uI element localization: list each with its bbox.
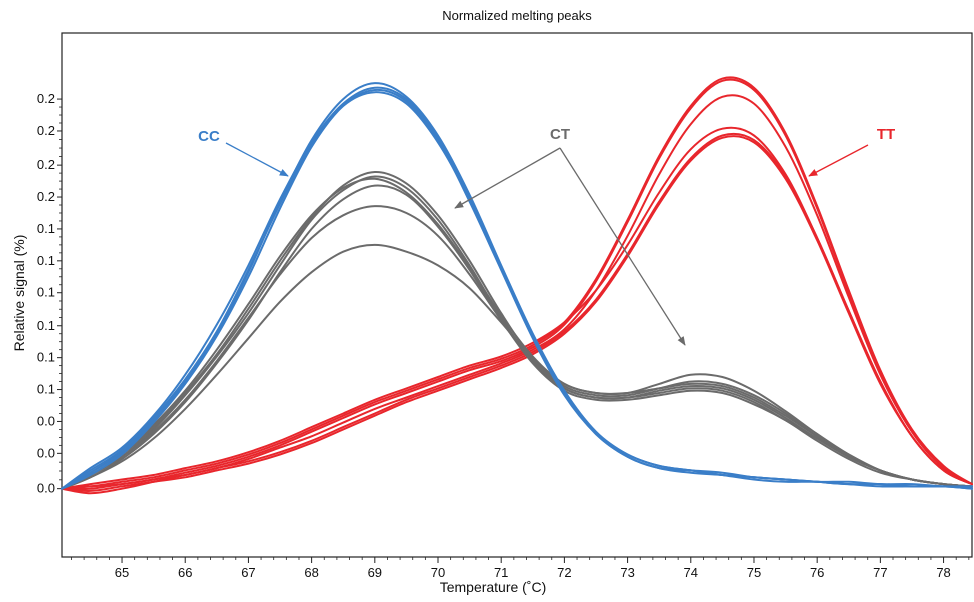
x-tick-label: 78 bbox=[936, 565, 950, 580]
series-layer bbox=[61, 76, 973, 495]
x-tick-label: 66 bbox=[178, 565, 192, 580]
x-tick-label: 73 bbox=[620, 565, 634, 580]
annotation-layer: CC CT TT bbox=[198, 126, 895, 346]
x-axis: 65 66 67 68 69 70 71 72 73 74 75 76 77 78 bbox=[71, 557, 970, 580]
x-tick-label: 76 bbox=[810, 565, 824, 580]
y-tick-label: 0.2 bbox=[37, 123, 55, 138]
y-axis: 0.0 0.0 0.0 0.1 0.1 0.1 0.1 0.1 0.1 0.2 0.2 0.2 0.2 bbox=[37, 91, 62, 496]
y-tick-label: 0.1 bbox=[37, 253, 55, 268]
y-tick-label: 0.1 bbox=[37, 350, 55, 365]
y-tick-label: 0.0 bbox=[37, 413, 55, 428]
tt-group-label: TT bbox=[877, 126, 895, 143]
series-line-cc-4 bbox=[61, 91, 973, 490]
x-tick-label: 68 bbox=[304, 565, 318, 580]
x-tick-label: 75 bbox=[747, 565, 761, 580]
tt-arrow bbox=[808, 144, 869, 177]
x-tick-label: 77 bbox=[873, 565, 887, 580]
series-line-tt-3 bbox=[61, 94, 973, 495]
x-tick-label: 72 bbox=[557, 565, 571, 580]
series-line-tt-5 bbox=[61, 135, 973, 492]
y-axis-title: Relative signal (%) bbox=[11, 235, 27, 352]
y-tick-label: 0.2 bbox=[37, 91, 55, 106]
x-axis-title: Temperature (˚C) bbox=[440, 579, 547, 595]
series-line-tt-2 bbox=[61, 78, 973, 491]
y-tick-label: 0.1 bbox=[37, 285, 55, 300]
x-tick-label: 65 bbox=[115, 565, 129, 580]
x-tick-label: 70 bbox=[431, 565, 445, 580]
x-tick-label: 69 bbox=[368, 565, 382, 580]
series-line-tt-4 bbox=[61, 132, 973, 490]
x-tick-label: 67 bbox=[241, 565, 255, 580]
chart-title: Normalized melting peaks bbox=[442, 8, 592, 23]
y-tick-label: 0.2 bbox=[37, 189, 55, 204]
y-tick-label: 0.1 bbox=[37, 318, 55, 333]
x-tick-label: 74 bbox=[684, 565, 698, 580]
cc-arrow bbox=[225, 142, 289, 177]
ct-arrow-right bbox=[559, 147, 686, 346]
series-line-cc-3 bbox=[61, 88, 973, 490]
ct-arrow-left bbox=[454, 147, 561, 209]
series-line-cc-2 bbox=[61, 86, 973, 490]
series-line-ct-6 bbox=[61, 170, 973, 490]
y-tick-label: 0.0 bbox=[37, 445, 55, 460]
ct-group-label: CT bbox=[550, 126, 570, 143]
y-tick-label: 0.1 bbox=[37, 221, 55, 236]
cc-group-label: CC bbox=[198, 128, 220, 145]
series-line-ct-1 bbox=[61, 175, 973, 490]
y-tick-label: 0.0 bbox=[37, 481, 55, 496]
y-tick-label: 0.2 bbox=[37, 157, 55, 172]
plot-area-frame bbox=[61, 32, 973, 558]
y-tick-label: 0.1 bbox=[37, 382, 55, 397]
series-line-tt-6 bbox=[61, 126, 973, 490]
series-line-ct-3 bbox=[61, 177, 973, 490]
x-tick-label: 71 bbox=[494, 565, 508, 580]
